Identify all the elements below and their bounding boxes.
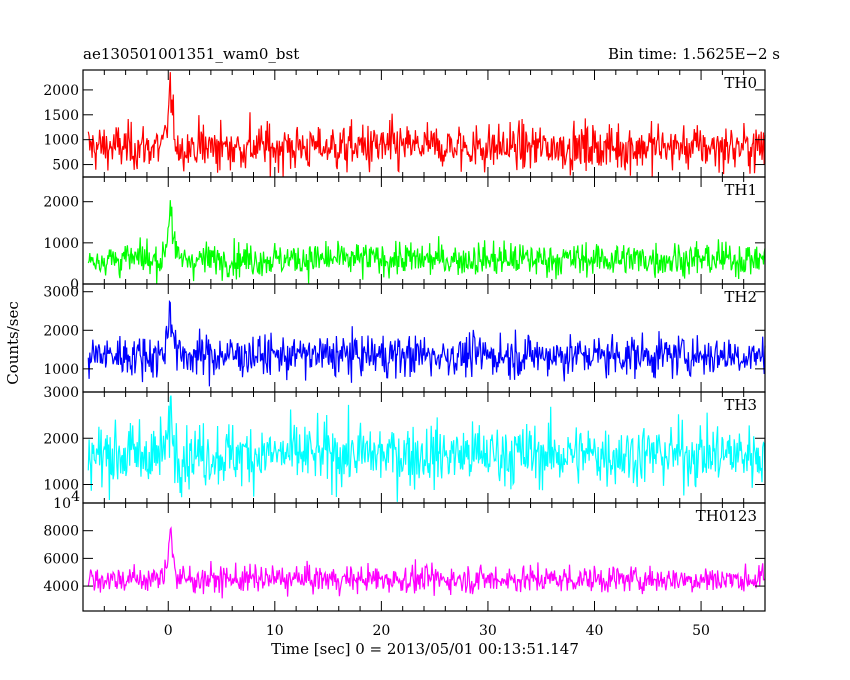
x-tick-label: 20 [372, 623, 390, 639]
x-tick-label: 10 [266, 623, 284, 639]
panel-frame [82, 391, 766, 504]
panel-label-th3: TH3 [724, 396, 757, 414]
series-line-th2 [87, 299, 766, 387]
panel-label-th1: TH1 [724, 181, 757, 199]
x-tick-label: 0 [164, 623, 173, 639]
chart-title-right: Bin time: 1.5625E−2 s [608, 45, 780, 63]
y-tick-label: 8000 [43, 524, 79, 540]
panel-frame [82, 502, 766, 612]
y-tick-label-superscript: 4 [71, 489, 80, 505]
y-tick-label: 1000 [43, 133, 79, 149]
x-tick-label: 40 [586, 623, 604, 639]
y-tick-label: 1000 [43, 362, 79, 378]
y-tick-label: 0 [70, 277, 79, 293]
series-line-th3 [87, 395, 766, 502]
chart-title-left: ae130501001351_wam0_bst [83, 45, 299, 63]
panel-label-th0: TH0 [724, 74, 757, 92]
panel-label-th2: TH2 [724, 288, 757, 306]
y-tick-label: 2000 [43, 83, 79, 99]
x-tick-label: 50 [692, 623, 710, 639]
series-line-th0 [87, 72, 766, 178]
y-tick-label: 3000 [43, 385, 79, 401]
series-line-th0123 [87, 526, 766, 599]
y-tick-label: 2000 [43, 431, 79, 447]
x-axis-label: Time [sec] 0 = 2013/05/01 00:13:51.147 [271, 640, 579, 658]
y-tick-label: 1000 [43, 478, 79, 494]
y-tick-label: 6000 [43, 551, 79, 567]
panel-label-th0123: TH0123 [696, 507, 757, 525]
series-line-th1 [87, 200, 766, 285]
y-axis-label: Counts/sec [4, 301, 22, 385]
y-tick-label: 4000 [43, 579, 79, 595]
y-tick-label-exponent: 10 [53, 496, 71, 512]
x-tick-label: 30 [479, 623, 497, 639]
y-tick-label: 1500 [43, 108, 79, 124]
y-tick-label: 1000 [43, 236, 79, 252]
panel-frame [82, 69, 766, 178]
y-tick-label: 500 [52, 158, 79, 174]
y-tick-label: 2000 [43, 323, 79, 339]
y-tick-label: 2000 [43, 195, 79, 211]
y-tick-label: 3000 [43, 285, 79, 301]
